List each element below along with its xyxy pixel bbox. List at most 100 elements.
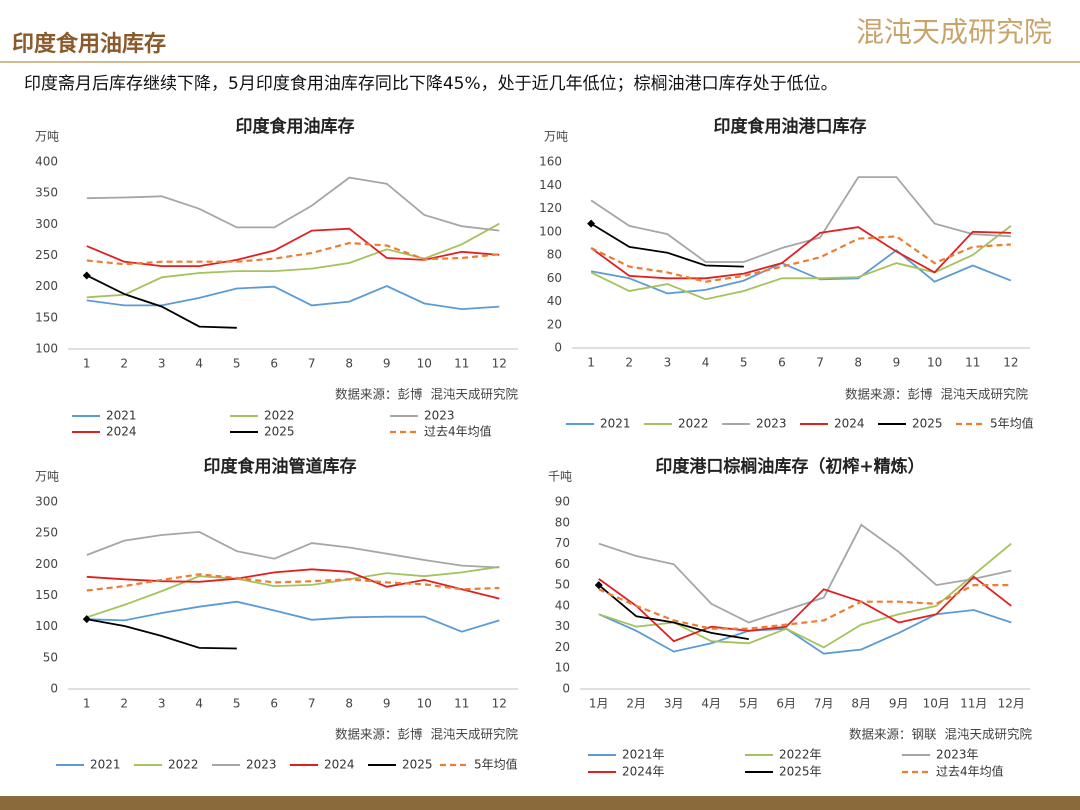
y-tick-label: 0 <box>50 682 58 696</box>
x-tick-label: 7 <box>308 357 316 371</box>
x-tick-label: 3月 <box>664 697 684 711</box>
series-line <box>590 235 1011 283</box>
series-line <box>86 530 500 569</box>
y-tick-label: 90 <box>555 495 570 509</box>
x-tick-label: 1 <box>83 357 91 371</box>
source-note: 数据来源：钢联 混沌天成研究院 <box>849 727 1032 742</box>
x-tick-label: 2 <box>120 357 128 371</box>
chart-title: 印度食用油库存 <box>236 116 355 137</box>
series-marker <box>594 581 603 590</box>
x-tick-label: 6 <box>270 357 278 371</box>
x-tick-label: 2 <box>625 356 633 370</box>
x-tick-label: 12 <box>492 697 507 711</box>
x-tick-label: 8月 <box>851 697 871 711</box>
x-tick-label: 4月 <box>701 697 721 711</box>
x-tick-label: 11 <box>454 357 469 371</box>
x-tick-label: 11 <box>965 356 980 370</box>
y-tick-label: 150 <box>35 310 58 324</box>
y-tick-label: 350 <box>35 186 58 200</box>
y-tick-label: 0 <box>554 341 562 355</box>
x-tick-label: 4 <box>195 357 203 371</box>
x-tick-label: 5 <box>740 356 748 370</box>
x-tick-label: 1月 <box>589 697 609 711</box>
x-tick-label: 9 <box>383 697 391 711</box>
x-tick-label: 12 <box>1003 356 1018 370</box>
legend-label: 2024 <box>834 417 865 431</box>
y-tick-label: 100 <box>35 619 58 633</box>
x-tick-label: 11 <box>454 697 469 711</box>
page-title: 印度食用油库存 <box>12 31 166 57</box>
y-unit: 千吨 <box>548 470 572 484</box>
x-tick-label: 2月 <box>626 697 646 711</box>
y-tick-label: 400 <box>35 155 58 169</box>
legend-label: 2021年 <box>622 748 665 762</box>
legend-label: 2023年 <box>936 748 979 762</box>
x-tick-label: 9 <box>893 356 901 370</box>
y-tick-label: 300 <box>35 217 58 231</box>
x-tick-label: 5月 <box>739 697 759 711</box>
y-tick-label: 60 <box>555 557 570 571</box>
series-line <box>590 176 1011 263</box>
x-tick-label: 10 <box>927 356 942 370</box>
source-note: 数据来源：彭博 混沌天成研究院 <box>845 387 1028 402</box>
legend-label: 2022 <box>264 409 295 423</box>
series-line <box>598 584 749 640</box>
series-line <box>86 285 500 311</box>
source-note: 数据来源：彭博 混沌天成研究院 <box>335 727 518 742</box>
legend-label: 2025 <box>912 417 943 431</box>
x-tick-label: 1 <box>587 356 595 370</box>
y-tick-label: 40 <box>547 294 562 308</box>
y-tick-label: 50 <box>555 578 570 592</box>
legend-label: 2025 <box>264 425 295 439</box>
series-line <box>590 249 1012 295</box>
chart-title: 印度食用油港口库存 <box>714 116 867 137</box>
series-line <box>590 225 1012 301</box>
x-tick-label: 7 <box>308 697 316 711</box>
series-line <box>86 573 500 592</box>
legend-label: 2021 <box>106 409 137 423</box>
y-tick-label: 60 <box>547 271 562 285</box>
series-line <box>86 227 500 267</box>
y-tick-label: 200 <box>35 279 58 293</box>
series-marker <box>82 615 91 624</box>
y-tick-label: 200 <box>35 557 58 571</box>
x-tick-label: 10 <box>417 357 432 371</box>
y-tick-label: 50 <box>43 650 58 664</box>
x-tick-label: 8 <box>854 356 862 370</box>
legend-label: 2025 <box>402 758 433 772</box>
y-tick-label: 300 <box>35 495 58 509</box>
x-tick-label: 7月 <box>814 697 834 711</box>
series-marker <box>82 271 91 280</box>
x-tick-label: 3 <box>158 697 166 711</box>
series-line <box>590 226 1011 280</box>
series-line <box>86 568 500 600</box>
legend-label: 5年均值 <box>990 416 1034 431</box>
x-tick-label: 5 <box>233 697 241 711</box>
y-tick-label: 80 <box>555 515 570 529</box>
x-tick-label: 10 <box>417 697 432 711</box>
x-tick-label: 7 <box>816 356 824 370</box>
legend-label: 2025年 <box>779 765 822 779</box>
x-tick-label: 3 <box>158 357 166 371</box>
x-tick-label: 12月 <box>998 697 1025 711</box>
x-tick-label: 6月 <box>776 697 796 711</box>
legend-label: 2024 <box>106 425 137 439</box>
y-tick-label: 80 <box>547 248 562 262</box>
series-line <box>598 584 1012 630</box>
x-tick-label: 2 <box>120 697 128 711</box>
x-tick-label: 9 <box>383 357 391 371</box>
series-line <box>590 222 744 268</box>
x-tick-label: 8 <box>345 357 353 371</box>
y-tick-label: 160 <box>539 155 562 169</box>
x-tick-label: 10月 <box>923 697 950 711</box>
series-line <box>598 542 1012 649</box>
x-tick-label: 6 <box>778 356 786 370</box>
x-tick-label: 12 <box>492 357 507 371</box>
legend-label: 2024 <box>324 758 355 772</box>
x-tick-label: 3 <box>664 356 672 370</box>
y-unit: 万吨 <box>544 130 568 144</box>
series-line <box>598 523 1012 624</box>
legend-label: 2022 <box>678 417 709 431</box>
y-tick-label: 150 <box>35 588 58 602</box>
legend-label: 过去4年均值 <box>424 424 492 439</box>
